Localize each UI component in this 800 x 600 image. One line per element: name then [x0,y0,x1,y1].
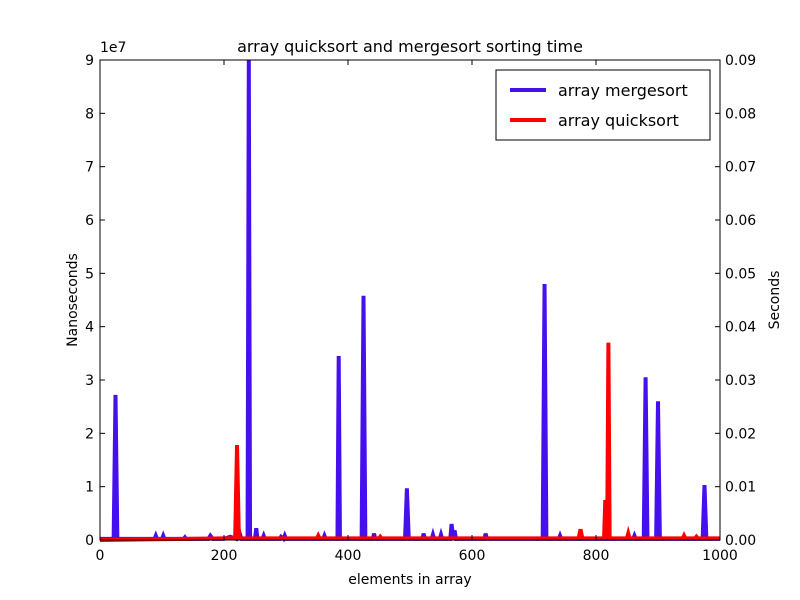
y-tick-label: 9 [85,53,94,69]
y-tick-label: 0 [85,533,94,549]
y2-tick-label: 0.00 [725,533,756,549]
series-line-quicksort [99,342,720,542]
y2-axis-label: Seconds [767,271,783,330]
x-tick-label: 0 [96,548,105,564]
plot-frame [99,59,721,541]
chart-title: array quicksort and mergesort sorting ti… [237,37,583,56]
y2-tick-label: 0.02 [725,426,756,442]
legend-box [495,69,711,141]
y2-tick-label: 0.08 [725,106,756,122]
y-tick-label: 1 [85,480,94,496]
x-tick-label: 800 [583,548,610,564]
y-tick-label: 4 [85,320,94,336]
x-tick-label: 1000 [702,548,738,564]
x-tick-label: 600 [459,548,486,564]
y-tick-label: 6 [85,213,94,229]
y-tick-label: 7 [85,160,94,176]
y-tick-label: 8 [85,106,94,122]
series-layer [99,59,720,543]
y-tick-label: 2 [85,426,94,442]
x-tick-label: 200 [211,548,238,564]
ticks-layer: 0 200 400 600 800 1000 0 1 2 3 4 5 6 7 8 9 0.00 0.01 0.02 0… [85,53,756,564]
y2-tick-label: 0.05 [725,266,756,282]
y-offset-label: 1e7 [100,40,126,56]
x-tick-label: 400 [335,548,362,564]
y-axis-label: Nanoseconds [65,253,81,347]
legend: array mergesort array quicksort [495,69,711,141]
y-tick-label: 5 [85,266,94,282]
y2-tick-label: 0.09 [725,53,756,69]
legend-label-mergesort: array mergesort [558,81,688,100]
y2-tick-label: 0.03 [725,373,756,389]
y2-tick-label: 0.04 [725,320,756,336]
x-axis-label: elements in array [348,572,471,588]
y2-tick-label: 0.06 [725,213,756,229]
legend-label-quicksort: array quicksort [558,111,679,130]
y2-tick-label: 0.01 [725,480,756,496]
y2-tick-label: 0.07 [725,160,756,176]
y-tick-label: 3 [85,373,94,389]
